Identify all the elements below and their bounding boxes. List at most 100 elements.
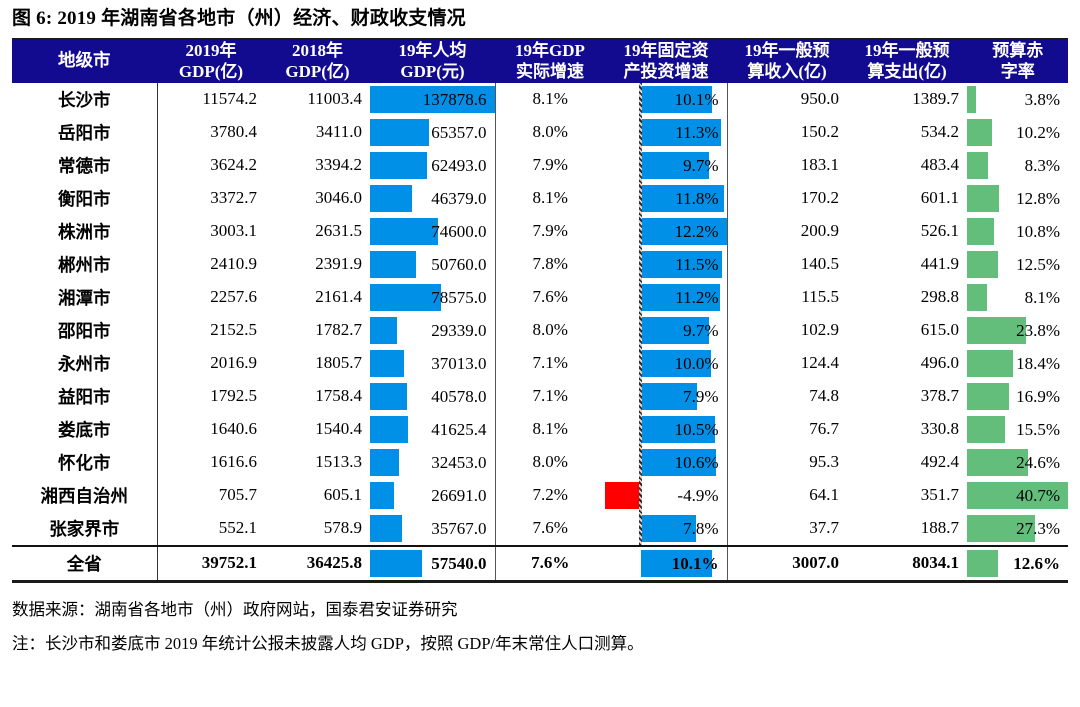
cell-budget-expenditure: 8034.1 xyxy=(847,544,967,580)
cell-budget-revenue: 76.7 xyxy=(727,412,847,446)
cell-budget-expenditure: 351.7 xyxy=(847,478,967,512)
col-header-expenditure: 19年一般预 算支出(亿) xyxy=(847,40,968,83)
cell-deficit-value: 12.8% xyxy=(1016,188,1060,208)
cell-pcgdp-value: 65357.0 xyxy=(431,122,487,142)
fai-data-bar xyxy=(641,316,710,344)
figure-title: 图 6: 2019 年湖南省各地市（州）经济、财政收支情况 xyxy=(12,8,466,29)
table-row: 郴州市 2410.9 2391.9 50760.0 7.8% 11.5% 140.5 441.… xyxy=(12,247,1068,281)
cell-budget-expenditure: 492.4 xyxy=(847,445,967,479)
table-row: 长沙市 11574.2 11003.4 137878.6 8.1% 10.1% 950.0 1… xyxy=(12,82,1068,116)
cell-gdp-growth: 7.9% xyxy=(495,214,605,248)
fai-zero-axis-line xyxy=(639,280,642,314)
cell-budget-revenue: 37.7 xyxy=(727,511,847,546)
pcgdp-data-bar xyxy=(370,514,403,542)
cell-pcgdp: 40578.0 xyxy=(370,379,496,413)
cell-deficit-rate: 27.3% xyxy=(967,511,1068,546)
cell-gdp2019: 2016.9 xyxy=(157,346,265,380)
footnotes: 数据来源：湖南省各地市（州）政府网站，国泰君安证券研究 注：长沙市和娄底市 20… xyxy=(12,583,1068,661)
cell-deficit-rate: 16.9% xyxy=(967,379,1068,413)
cell-gdp-growth: 8.0% xyxy=(495,313,605,347)
cell-city: 邵阳市 xyxy=(12,313,158,347)
pcgdp-data-bar xyxy=(370,382,407,410)
cell-budget-expenditure: 330.8 xyxy=(847,412,967,446)
cell-fai-value: 11.2% xyxy=(675,287,719,307)
cell-pcgdp-value: 35767.0 xyxy=(431,518,487,538)
cell-fai: 7.8% xyxy=(605,511,728,546)
fai-data-bar xyxy=(641,382,697,410)
pcgdp-data-bar xyxy=(370,549,423,577)
col-header-revenue-l1: 19年一般预 xyxy=(744,41,830,60)
cell-fai: 10.5% xyxy=(605,412,728,446)
cell-gdp2019: 3780.4 xyxy=(157,115,265,149)
table-row: 永州市 2016.9 1805.7 37013.0 7.1% 10.0% 124.4 496.… xyxy=(12,346,1068,380)
cell-pcgdp: 29339.0 xyxy=(370,313,496,347)
title-divider xyxy=(12,38,1068,40)
cell-fai: 11.3% xyxy=(605,115,728,149)
table-header: 地级市 2019年 GDP(亿) 2018年 GDP(亿) 19年人均 GDP(… xyxy=(12,40,1068,83)
cell-fai: 11.5% xyxy=(605,247,728,281)
fai-data-bar xyxy=(641,118,721,146)
table-row: 怀化市 1616.6 1513.3 32453.0 8.0% 10.6% 95.3 492.4… xyxy=(12,445,1068,479)
cell-pcgdp: 137878.6 xyxy=(370,82,496,116)
cell-deficit-value: 40.7% xyxy=(1016,485,1060,505)
table-row: 娄底市 1640.6 1540.4 41625.4 8.1% 10.5% 76.7 330.8… xyxy=(12,412,1068,446)
cell-gdp2018: 1758.4 xyxy=(265,379,370,413)
cell-city: 张家界市 xyxy=(12,511,158,546)
deficit-data-bar xyxy=(967,250,999,278)
cell-deficit-value: 10.2% xyxy=(1016,122,1060,142)
cell-gdp2018: 1513.3 xyxy=(265,445,370,479)
col-header-gdp2018-l1: 2018年 xyxy=(292,41,343,60)
fai-data-bar xyxy=(641,549,713,577)
cell-gdp2018: 1782.7 xyxy=(265,313,370,347)
cell-gdp-growth: 7.6% xyxy=(495,511,605,546)
pcgdp-data-bar xyxy=(370,184,413,212)
cell-city: 益阳市 xyxy=(12,379,158,413)
cell-fai: 7.9% xyxy=(605,379,728,413)
cell-gdp2019: 705.7 xyxy=(157,478,265,512)
cell-deficit-value: 24.6% xyxy=(1016,452,1060,472)
cell-fai: 11.8% xyxy=(605,181,728,215)
col-header-pcgdp: 19年人均 GDP(元) xyxy=(370,40,496,83)
pcgdp-data-bar xyxy=(370,448,400,476)
cell-budget-revenue: 170.2 xyxy=(727,181,847,215)
col-header-gdp-growth-l2: 实际增速 xyxy=(516,62,584,82)
cell-pcgdp: 37013.0 xyxy=(370,346,496,380)
cell-deficit-rate: 24.6% xyxy=(967,445,1068,479)
cell-gdp2019: 1792.5 xyxy=(157,379,265,413)
cell-city: 岳阳市 xyxy=(12,115,158,149)
fai-data-bar xyxy=(641,448,716,476)
cell-gdp2018: 3394.2 xyxy=(265,148,370,182)
cell-pcgdp-value: 50760.0 xyxy=(431,254,487,274)
cell-fai: 10.1% xyxy=(605,82,728,116)
cell-pcgdp: 32453.0 xyxy=(370,445,496,479)
table-body: 长沙市 11574.2 11003.4 137878.6 8.1% 10.1% 950.0 1… xyxy=(12,82,1068,580)
cell-deficit-rate: 3.8% xyxy=(967,82,1068,116)
cell-budget-expenditure: 496.0 xyxy=(847,346,967,380)
cell-deficit-value: 10.8% xyxy=(1016,221,1060,241)
cell-gdp2019: 1616.6 xyxy=(157,445,265,479)
col-header-deficit-l2: 字率 xyxy=(1000,62,1035,82)
cell-fai: 10.0% xyxy=(605,346,728,380)
col-header-gdp-growth: 19年GDP 实际增速 xyxy=(495,40,606,83)
col-header-gdp2018-l2: GDP(亿) xyxy=(285,62,350,82)
fai-zero-axis-line xyxy=(639,82,642,116)
fai-zero-axis-line xyxy=(639,445,642,479)
cell-gdp2019: 3624.2 xyxy=(157,148,265,182)
cell-fai: 10.1% xyxy=(605,544,728,580)
col-header-fai-l1: 19年固定资 xyxy=(623,41,709,60)
cell-budget-revenue: 3007.0 xyxy=(727,544,847,580)
fai-zero-axis-line xyxy=(639,379,642,413)
table-row: 湘潭市 2257.6 2161.4 78575.0 7.6% 11.2% 115.5 298.… xyxy=(12,280,1068,314)
pcgdp-data-bar xyxy=(370,283,442,311)
pcgdp-data-bar xyxy=(370,151,427,179)
deficit-data-bar xyxy=(967,415,1006,443)
cell-city: 郴州市 xyxy=(12,247,158,281)
cell-pcgdp: 65357.0 xyxy=(370,115,496,149)
cell-deficit-rate: 23.8% xyxy=(967,313,1068,347)
cell-deficit-value: 12.5% xyxy=(1016,254,1060,274)
cell-fai-value: 10.5% xyxy=(674,419,719,439)
cell-fai-value: 11.8% xyxy=(675,188,719,208)
cell-gdp2018: 578.9 xyxy=(265,511,370,546)
fai-data-bar xyxy=(641,250,723,278)
col-header-revenue-l2: 算收入(亿) xyxy=(747,62,827,82)
